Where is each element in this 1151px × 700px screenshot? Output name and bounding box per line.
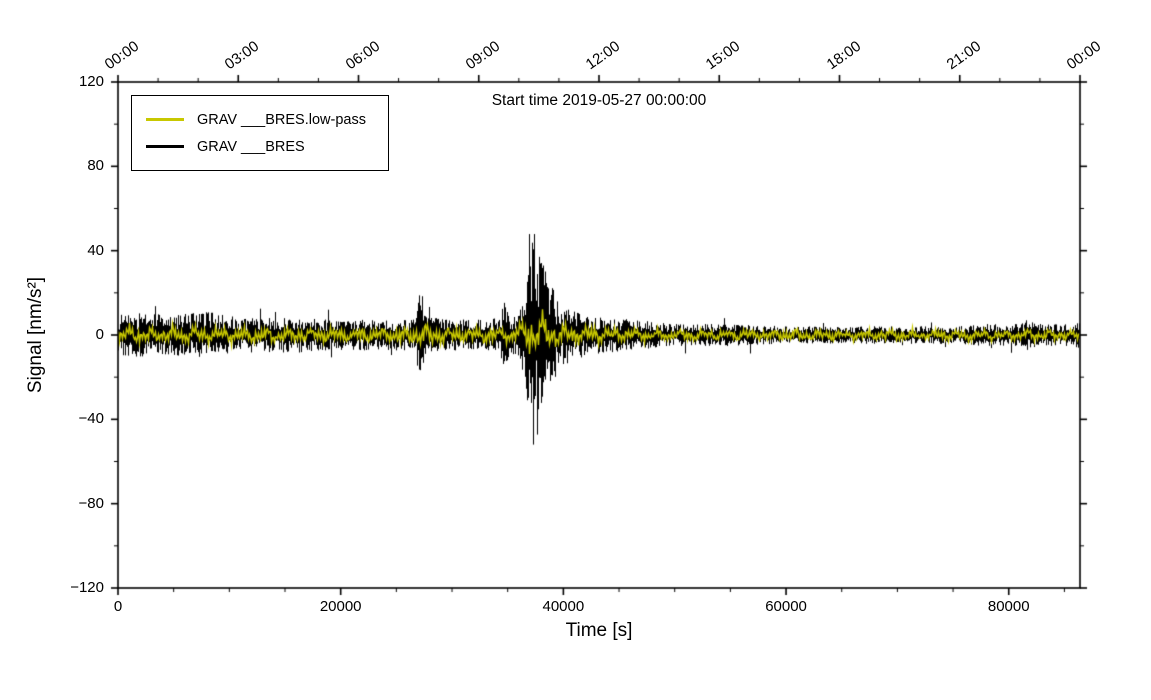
legend-item: GRAV ___BRES.low-pass	[146, 106, 366, 133]
legend-swatch	[146, 117, 184, 122]
legend: GRAV ___BRES.low-pass GRAV ___BRES	[131, 95, 389, 171]
x-axis-label: Time [s]	[565, 620, 633, 641]
legend-label: GRAV ___BRES.low-pass	[197, 111, 366, 128]
legend-item: GRAV ___BRES	[146, 133, 366, 160]
legend-swatch	[146, 144, 184, 149]
start-time-annotation: Start time 2019-05-27 00:00:00	[491, 92, 707, 109]
y-axis-label: Signal [nm/s²]	[25, 276, 46, 394]
legend-label: GRAV ___BRES	[197, 138, 305, 155]
